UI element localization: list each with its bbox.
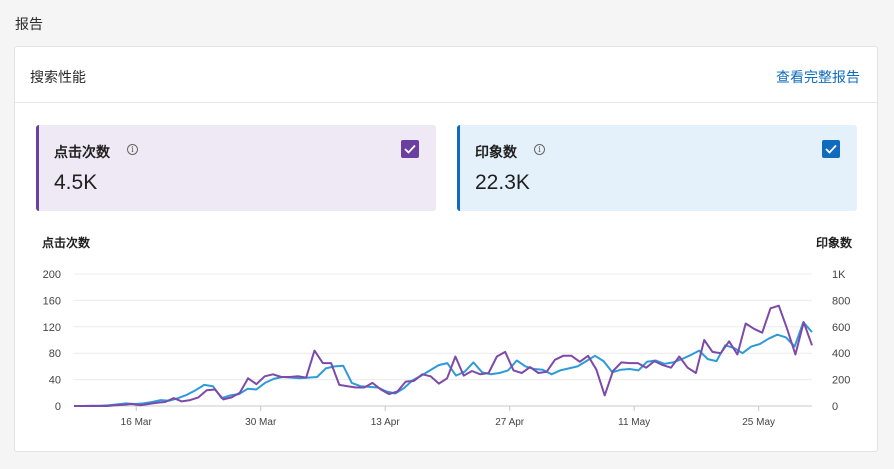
- impressions-metric-value: 22.3K: [475, 171, 530, 194]
- left-tick-label: 200: [43, 269, 61, 281]
- right-tick-label: 400: [832, 348, 850, 360]
- left-tick-label: 80: [49, 348, 61, 360]
- x-tick-label: 27 Apr: [495, 417, 525, 428]
- page-title: 报告: [15, 16, 43, 32]
- right-tick-label: 800: [832, 295, 850, 307]
- left-tick-label: 40: [49, 375, 61, 387]
- right-tick-label: 0: [832, 401, 838, 413]
- checkmark-icon: [404, 144, 416, 154]
- right-axis-title: 印象数: [815, 236, 852, 250]
- left-tick-label: 120: [43, 322, 61, 334]
- right-tick-label: 600: [832, 322, 850, 334]
- impressions-metric-tile[interactable]: 印象数 i 22.3K: [457, 125, 857, 211]
- clicks-metric-value: 4.5K: [54, 171, 98, 194]
- impressions-metric-label: 印象数: [475, 144, 517, 160]
- impressions-checkbox[interactable]: [822, 140, 840, 158]
- x-tick-label: 11 May: [618, 417, 650, 428]
- x-tick-label: 25 May: [742, 417, 775, 428]
- info-icon[interactable]: i: [534, 144, 545, 155]
- left-axis-title: 点击次数: [42, 236, 91, 250]
- right-tick-label: 1K: [832, 269, 846, 281]
- card-header: 搜索性能 查看完整报告: [15, 47, 877, 103]
- clicks-series-line: [74, 304, 813, 407]
- clicks-checkbox[interactable]: [401, 140, 419, 158]
- x-tick-label: 30 Mar: [245, 417, 277, 428]
- left-tick-label: 160: [43, 295, 61, 307]
- clicks-metric-label: 点击次数: [54, 144, 110, 160]
- search-performance-card: 搜索性能 查看完整报告 点击次数 i 4.5K 印象数 i 22.3K 点击次数…: [14, 46, 878, 452]
- right-tick-label: 200: [832, 375, 850, 387]
- impressions-series-line: [74, 321, 813, 407]
- info-icon[interactable]: i: [127, 144, 138, 155]
- performance-line-chart: 0 0 40 200 80 400 120 600 160 800 200 1K 16 Mar 30 Ma…: [43, 269, 851, 428]
- x-tick-label: 13 Apr: [371, 417, 401, 428]
- checkmark-icon: [825, 144, 837, 154]
- left-tick-label: 0: [55, 401, 61, 413]
- card-title: 搜索性能: [30, 69, 86, 85]
- clicks-metric-tile[interactable]: 点击次数 i 4.5K: [36, 125, 436, 211]
- x-tick-label: 16 Mar: [121, 417, 153, 428]
- view-full-report-link[interactable]: 查看完整报告: [776, 69, 860, 85]
